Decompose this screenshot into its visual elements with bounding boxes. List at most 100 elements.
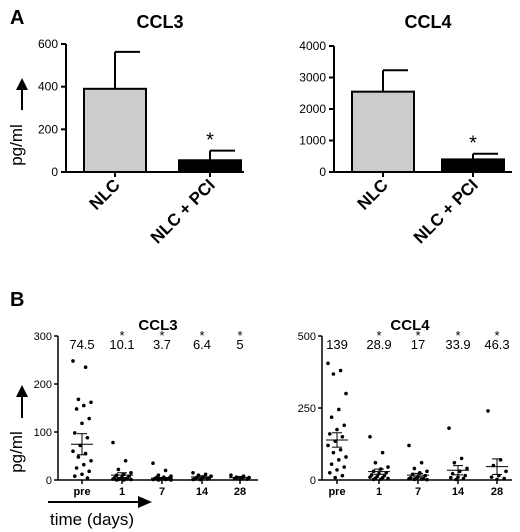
significance-star: * bbox=[199, 328, 204, 343]
bar bbox=[83, 87, 147, 173]
data-point bbox=[76, 397, 81, 402]
ylabel-arrowhead-b bbox=[16, 385, 28, 397]
data-point bbox=[337, 407, 341, 412]
data-point bbox=[89, 400, 93, 405]
significance-star: * bbox=[415, 328, 420, 343]
y-tick-label: 400 bbox=[38, 80, 58, 94]
data-point bbox=[452, 460, 457, 465]
data-point bbox=[407, 443, 411, 448]
data-point bbox=[340, 435, 345, 439]
data-point bbox=[333, 475, 338, 480]
data-point bbox=[73, 474, 77, 478]
data-point bbox=[111, 477, 115, 481]
data-point bbox=[326, 361, 330, 366]
x-tick-label: 7 bbox=[415, 486, 421, 498]
data-point bbox=[83, 365, 88, 370]
data-point bbox=[169, 478, 173, 482]
data-point bbox=[495, 477, 499, 482]
y-tick-label: 300 bbox=[34, 331, 52, 343]
data-point bbox=[74, 407, 79, 411]
x-tick-label: 14 bbox=[452, 486, 465, 498]
x-tick-label: 1 bbox=[119, 486, 125, 498]
x-tick-label: pre bbox=[73, 486, 90, 498]
significance-star: * bbox=[206, 130, 214, 152]
data-point bbox=[71, 359, 75, 363]
panel-label-b: B bbox=[10, 289, 24, 311]
data-point bbox=[371, 477, 376, 482]
data-point bbox=[326, 443, 330, 448]
significance-star: * bbox=[469, 133, 477, 155]
x-tick-label: 1 bbox=[376, 486, 382, 498]
data-point bbox=[111, 440, 115, 445]
mean-label: 46.3 bbox=[484, 337, 509, 352]
data-point bbox=[85, 435, 90, 440]
data-point bbox=[461, 476, 466, 481]
significance-star: * bbox=[494, 328, 499, 343]
data-point bbox=[489, 475, 494, 479]
data-point bbox=[335, 427, 339, 432]
mean-label: 17 bbox=[411, 337, 425, 352]
mean-label: 33.9 bbox=[445, 337, 470, 352]
mean-label: 5 bbox=[236, 337, 243, 352]
data-point bbox=[191, 477, 195, 482]
scatter-chart-ccl4: CCL40250500pre139128.9*717*1433.9*2846.3… bbox=[298, 317, 512, 498]
data-point bbox=[373, 460, 378, 465]
data-point bbox=[116, 467, 121, 472]
x-tick-label: 7 bbox=[159, 486, 165, 498]
y-tick-label: 250 bbox=[298, 403, 316, 415]
data-point bbox=[329, 415, 334, 420]
data-point bbox=[340, 473, 345, 478]
chart-title: CCL4 bbox=[404, 12, 451, 32]
bar bbox=[351, 90, 415, 173]
y-tick-label: 600 bbox=[38, 37, 58, 51]
data-point bbox=[80, 472, 84, 477]
x-tick-label: 28 bbox=[491, 486, 503, 498]
significance-star: * bbox=[376, 328, 381, 343]
ylabel-arrowhead-a bbox=[16, 78, 28, 90]
data-point bbox=[87, 469, 91, 474]
data-point bbox=[419, 460, 424, 465]
data-point bbox=[163, 468, 168, 473]
data-point bbox=[123, 459, 128, 463]
mean-label: 139 bbox=[326, 337, 348, 352]
bar bbox=[441, 158, 505, 173]
data-point bbox=[331, 372, 336, 376]
y-tick-label: 200 bbox=[38, 122, 58, 136]
data-point bbox=[412, 477, 417, 482]
data-point bbox=[502, 476, 507, 481]
data-point bbox=[504, 469, 508, 474]
data-point bbox=[328, 432, 332, 436]
x-tick-label: NLC + PCI bbox=[147, 175, 219, 247]
ylabel-b: pg/ml bbox=[7, 431, 26, 473]
mean-label: 3.7 bbox=[153, 337, 171, 352]
data-point bbox=[447, 426, 451, 430]
data-point bbox=[407, 477, 411, 481]
data-point bbox=[85, 476, 90, 480]
data-point bbox=[73, 431, 77, 435]
data-point bbox=[74, 466, 79, 470]
y-tick-label: 0 bbox=[51, 165, 58, 179]
mean-label: 6.4 bbox=[193, 337, 211, 352]
data-point bbox=[344, 391, 348, 396]
data-point bbox=[463, 473, 468, 478]
data-point bbox=[82, 403, 86, 408]
mean-label: 74.5 bbox=[69, 337, 94, 352]
data-point bbox=[335, 468, 339, 472]
y-tick-label: 0 bbox=[46, 475, 52, 487]
significance-star: * bbox=[119, 328, 124, 343]
x-tick-label: NLC bbox=[354, 175, 392, 213]
data-point bbox=[380, 450, 385, 455]
data-point bbox=[122, 478, 126, 482]
data-point bbox=[459, 456, 464, 461]
bar bbox=[178, 159, 242, 173]
y-tick-label: 1000 bbox=[299, 134, 326, 148]
data-point bbox=[203, 472, 208, 477]
data-point bbox=[368, 435, 372, 439]
bar-chart-ccl4: CCL4 0 1000 2000 3000 4000 NLC NLC + PCI * bbox=[299, 12, 512, 247]
data-point bbox=[425, 469, 429, 474]
x-tick-label: pre bbox=[328, 486, 345, 498]
data-point bbox=[129, 477, 133, 482]
data-point bbox=[337, 458, 341, 462]
significance-star: * bbox=[237, 328, 242, 343]
mean-label: 28.9 bbox=[366, 337, 391, 352]
